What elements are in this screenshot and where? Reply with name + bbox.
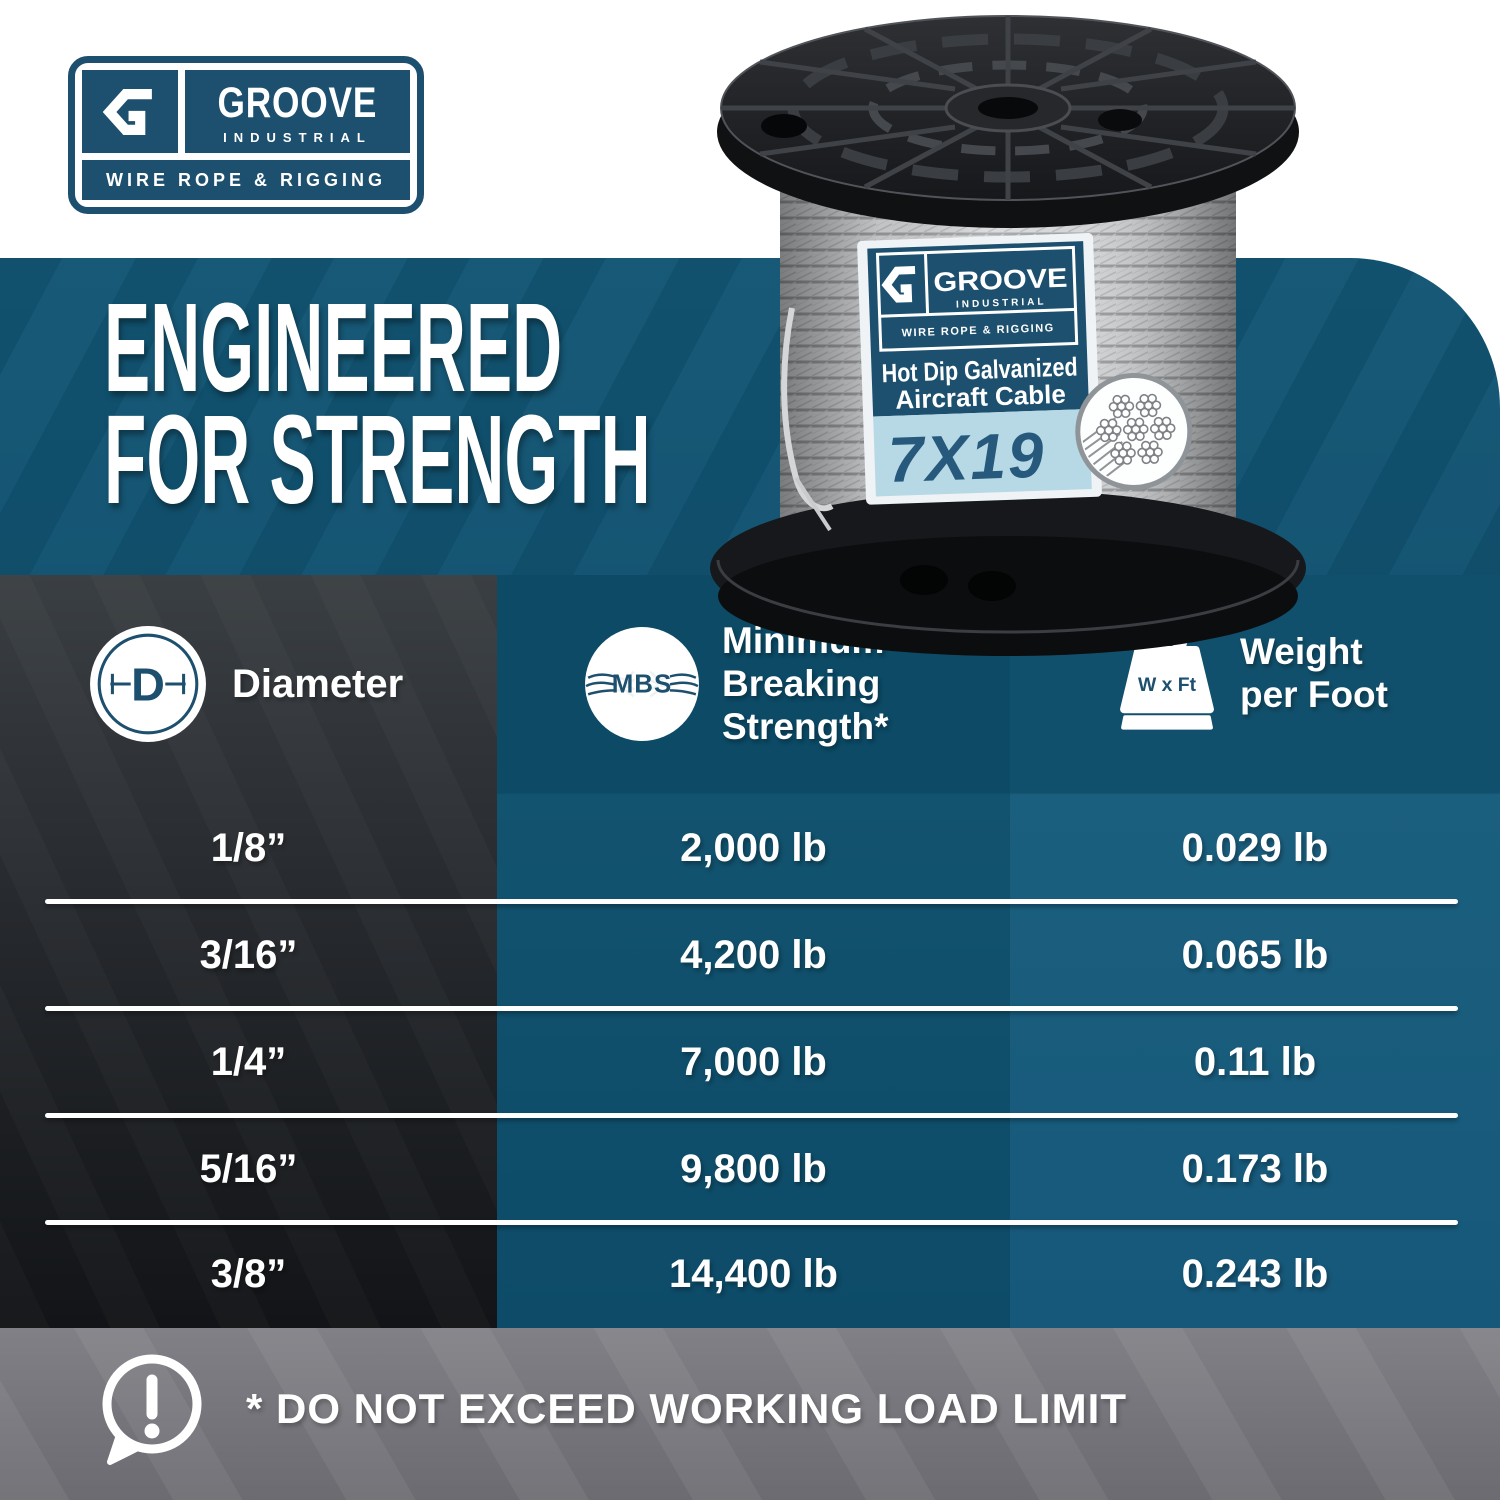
logo-tagline: WIRE ROPE & RIGGING [105,169,386,190]
weight-cell: 0.243 lb [1181,1252,1329,1296]
mbs-column-bg [497,575,1010,1328]
header-weight: W x Ft Weight per Foot [1116,614,1388,734]
row-divider [45,899,1458,904]
table-row: 5/16” 9,800 lb 0.173 lb [0,1116,1500,1223]
logo-sub: INDUSTRIAL [223,129,372,145]
spool-top-flange [717,15,1299,228]
diameter-icon: D [90,626,206,742]
headline-line1: ENGINEERED [104,277,563,418]
logo-name-box: GROOVE INDUSTRIAL [185,70,410,153]
table-row: 3/16” 4,200 lb 0.065 lb [0,902,1500,1009]
diameter-cell: 1/4” [210,1040,287,1084]
header-weight-label: Weight per Foot [1240,631,1388,715]
weight-cell: 0.065 lb [1181,933,1329,977]
weight-icon: W x Ft [1120,616,1214,730]
svg-text:W x Ft: W x Ft [1138,674,1197,696]
headline-line2: FOR STRENGTH [104,389,651,530]
diameter-cell: 5/16” [199,1147,298,1191]
row-divider [45,1006,1458,1011]
mbs-cell: 14,400 lb [668,1252,838,1296]
brand-logo: GROOVE INDUSTRIAL WIRE ROPE & RIGGING [68,56,424,214]
weight-cell: 0.173 lb [1181,1147,1329,1191]
table-row: 1/4” 7,000 lb 0.11 lb [0,1009,1500,1116]
header-diameter-label: Diameter [232,661,404,706]
logo-monogram-box [82,70,178,153]
header-mbs-label: Minimum Breaking Strength* [722,620,889,747]
mbs-cell: 4,200 lb [680,933,827,977]
header-mbs: MBS Minimum Breaking Strength* [584,620,889,749]
diameter-column-bg [0,575,497,1328]
header-diameter: D Diameter [88,624,403,744]
mbs-cell: 7,000 lb [680,1040,827,1084]
diameter-cell: 1/8” [210,826,287,870]
headline: ENGINEERED FOR STRENGTH [104,277,1098,530]
mbs-icon: MBS [585,627,699,742]
svg-text:D: D [131,658,165,710]
diameter-cell: 3/8” [210,1252,287,1296]
footnote-text: * DO NOT EXCEED WORKING LOAD LIMIT [246,1385,1127,1432]
weight-cell: 0.029 lb [1181,826,1329,870]
table-row: 1/8” 2,000 lb 0.029 lb [0,795,1500,902]
row-divider [45,1220,1458,1225]
weight-cell: 0.11 lb [1193,1040,1317,1084]
logo-name: GROOVE [217,78,378,127]
table-row: 3/8” 14,400 lb 0.243 lb [0,1221,1500,1328]
mbs-cell: 2,000 lb [680,826,827,870]
alert-icon [102,1354,202,1465]
mbs-cell: 9,800 lb [680,1147,827,1191]
groove-monogram-icon [102,88,152,135]
svg-text:MBS: MBS [612,671,673,699]
footer: * DO NOT EXCEED WORKING LOAD LIMIT [0,1328,1500,1500]
logo-tagline-box: WIRE ROPE & RIGGING [82,160,410,200]
row-divider [45,1113,1458,1118]
diameter-cell: 3/16” [199,933,298,977]
weight-column-bg [1010,575,1500,1328]
